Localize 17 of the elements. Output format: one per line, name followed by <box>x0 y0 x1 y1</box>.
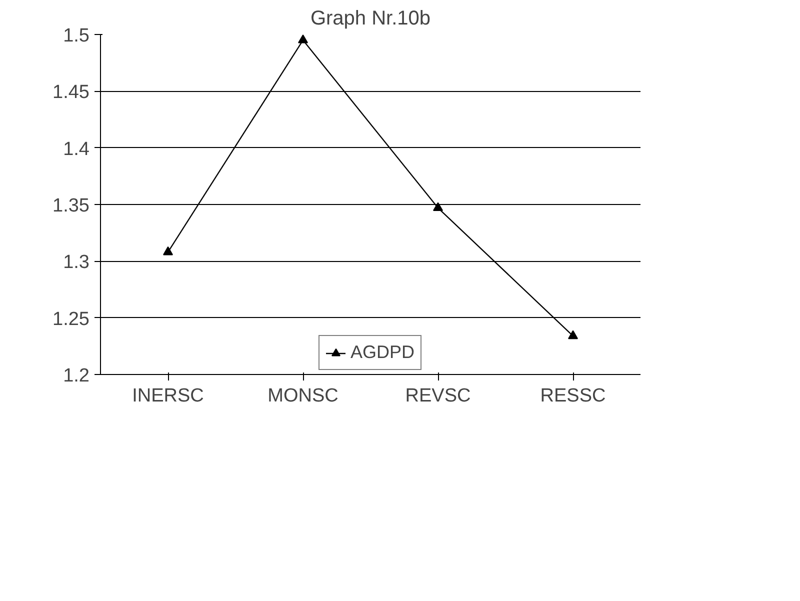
x-tick-label: INERSC <box>132 386 204 406</box>
y-tick-label: 1.3 <box>63 252 90 274</box>
y-tick-label: 1.2 <box>63 366 90 386</box>
y-tick-label: 1.45 <box>52 82 90 104</box>
x-tick-label: REVSC <box>405 386 471 406</box>
y-tick-label: 1.5 <box>63 26 90 46</box>
chart-title: Graph Nr.10b <box>310 8 431 30</box>
point <box>298 34 308 44</box>
x-tick-label: RESSC <box>540 386 606 406</box>
point <box>433 202 443 211</box>
legend-label: AGDPD <box>350 342 415 363</box>
y-tick-label: 1.4 <box>63 138 90 160</box>
y-tick-label: 1.25 <box>52 308 90 330</box>
point <box>568 330 578 340</box>
point <box>163 246 173 256</box>
y-tick-label: 1.35 <box>52 196 90 216</box>
x-tick-label: MONSC <box>268 386 338 406</box>
